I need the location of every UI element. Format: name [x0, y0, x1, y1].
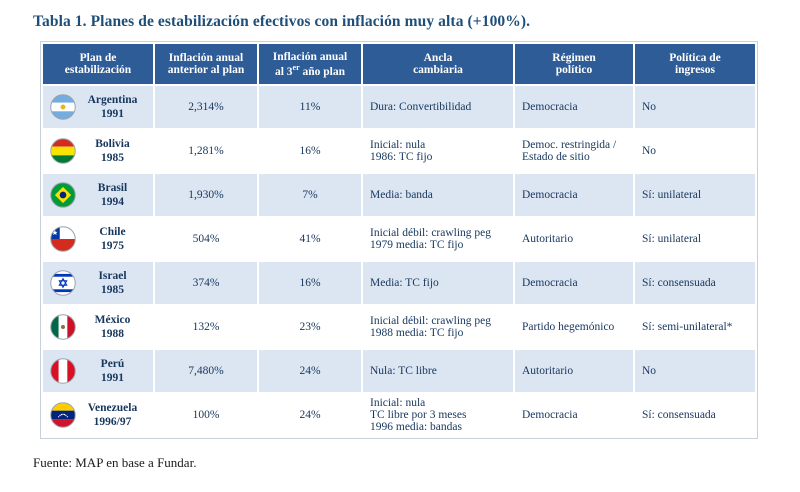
regime-cell: Autoritario: [513, 348, 635, 394]
income-policy-cell: Sí: consensuada: [633, 260, 757, 306]
header-plan: Plan de estabilización: [41, 42, 155, 86]
country-label: Perú 1991: [100, 357, 125, 384]
table-row: Brasil 1994 1,930% 7% Media: banda Democ…: [41, 172, 757, 218]
inflation-year3-cell: 24%: [257, 392, 363, 438]
country-cell: Bolivia 1985: [41, 128, 155, 174]
header-inflation-year3: Inflación anual al 3er año plan: [257, 42, 363, 86]
venezuela-flag-icon: [50, 402, 76, 428]
country-label: Argentina 1991: [87, 93, 138, 120]
brasil-flag-icon: [50, 182, 76, 208]
country-label: Bolivia 1985: [95, 137, 130, 164]
country-label: México 1988: [94, 313, 131, 340]
income-policy-cell: Sí: unilateral: [633, 216, 757, 262]
israel-flag-icon: [50, 270, 76, 296]
chile-flag-icon: [50, 226, 76, 252]
mexico-flag-icon: [50, 314, 76, 340]
anchor-cell: Dura: Convertibilidad: [361, 84, 515, 130]
country-label: Israel 1985: [98, 269, 127, 296]
regime-cell: Democ. restringida / Estado de sitio: [513, 128, 635, 174]
header-regime: Régimen político: [513, 42, 635, 86]
anchor-cell: Media: banda: [361, 172, 515, 218]
income-policy-cell: Sí: semi-unilateral*: [633, 304, 757, 350]
income-policy-cell: Sí: unilateral: [633, 172, 757, 218]
inflation-before-cell: 374%: [153, 260, 259, 306]
inflation-before-cell: 100%: [153, 392, 259, 438]
header-anchor: Ancla cambiaria: [361, 42, 515, 86]
country-cell: Argentina 1991: [41, 84, 155, 130]
peru-flag-icon: [50, 358, 76, 384]
table-row: Argentina 1991 2,314% 11% Dura: Converti…: [41, 84, 757, 130]
anchor-cell: Nula: TC libre: [361, 348, 515, 394]
country-cell: Venezuela 1996/97: [41, 392, 155, 438]
table-row: Chile 1975 504% 41% Inicial débil: crawl…: [41, 216, 757, 262]
table-row: México 1988 132% 23% Inicial débil: craw…: [41, 304, 757, 350]
country-cell: Brasil 1994: [41, 172, 155, 218]
table-row: Israel 1985 374% 16% Media: TC fijo Demo…: [41, 260, 757, 306]
table-row: Perú 1991 7,480% 24% Nula: TC libre Auto…: [41, 348, 757, 394]
country-cell: México 1988: [41, 304, 155, 350]
regime-cell: Democracia: [513, 84, 635, 130]
stabilization-plans-table-wrap: Plan de estabilización Inflación anual a…: [40, 41, 758, 439]
inflation-before-cell: 132%: [153, 304, 259, 350]
table-row: Venezuela 1996/97 100% 24% Inicial: nula…: [41, 392, 757, 438]
country-label: Chile 1975: [99, 225, 126, 252]
country-cell: Perú 1991: [41, 348, 155, 394]
country-cell: Chile 1975: [41, 216, 155, 262]
regime-cell: Democracia: [513, 392, 635, 438]
bolivia-flag-icon: [50, 138, 76, 164]
regime-cell: Autoritario: [513, 216, 635, 262]
inflation-year3-cell: 23%: [257, 304, 363, 350]
table-row: Bolivia 1985 1,281% 16% Inicial: nula 19…: [41, 128, 757, 174]
source-note: Fuente: MAP en base a Fundar.: [33, 455, 197, 470]
country-label: Brasil 1994: [97, 181, 128, 208]
income-policy-cell: No: [633, 84, 757, 130]
regime-cell: Democracia: [513, 172, 635, 218]
income-policy-cell: No: [633, 348, 757, 394]
country-cell: Israel 1985: [41, 260, 155, 306]
inflation-before-cell: 7,480%: [153, 348, 259, 394]
argentina-flag-icon: [50, 94, 76, 120]
header-inflation-before: Inflación anual anterior al plan: [153, 42, 259, 86]
inflation-year3-cell: 16%: [257, 128, 363, 174]
country-label: Venezuela 1996/97: [87, 401, 138, 428]
inflation-year3-cell: 24%: [257, 348, 363, 394]
stabilization-plans-table: Plan de estabilización Inflación anual a…: [41, 42, 757, 438]
inflation-before-cell: 504%: [153, 216, 259, 262]
header-income-policy: Política de ingresos: [633, 42, 757, 86]
inflation-before-cell: 1,281%: [153, 128, 259, 174]
inflation-year3-cell: 7%: [257, 172, 363, 218]
inflation-year3-cell: 11%: [257, 84, 363, 130]
anchor-cell: Inicial: nula TC libre por 3 meses 1996 …: [361, 392, 515, 438]
header-row: Plan de estabilización Inflación anual a…: [41, 42, 757, 86]
income-policy-cell: No: [633, 128, 757, 174]
anchor-cell: Media: TC fijo: [361, 260, 515, 306]
regime-cell: Democracia: [513, 260, 635, 306]
anchor-cell: Inicial débil: crawling peg 1979 media: …: [361, 216, 515, 262]
inflation-year3-cell: 16%: [257, 260, 363, 306]
anchor-cell: Inicial: nula 1986: TC fijo: [361, 128, 515, 174]
inflation-before-cell: 2,314%: [153, 84, 259, 130]
anchor-cell: Inicial débil: crawling peg 1988 media: …: [361, 304, 515, 350]
inflation-year3-cell: 41%: [257, 216, 363, 262]
income-policy-cell: Sí: consensuada: [633, 392, 757, 438]
inflation-before-cell: 1,930%: [153, 172, 259, 218]
page-title: Tabla 1. Planes de estabilización efecti…: [33, 13, 531, 30]
regime-cell: Partido hegemónico: [513, 304, 635, 350]
